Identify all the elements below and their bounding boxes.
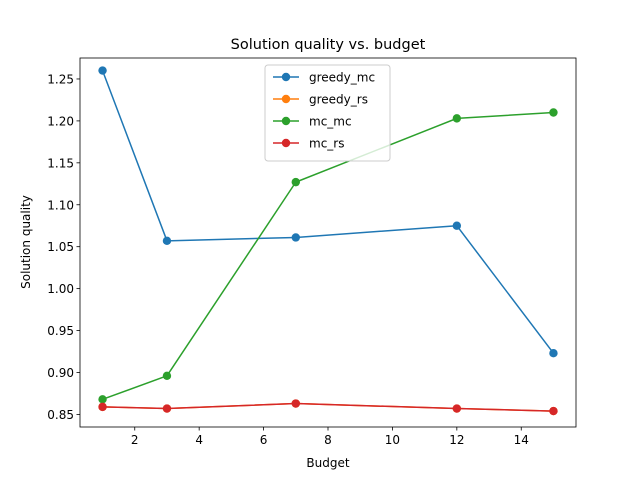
data-point-mc_mc [162,371,172,381]
axes-layer: 2 4 6 8 10 12 14 0.85 0.90 0.95 1.00 1.05 1.10 1.15 1.… [47,57,577,447]
y-tick-label: 0.90 [47,366,74,380]
y-tick-label: 1.00 [47,282,74,296]
y-tick-label: 0.95 [47,324,74,338]
series-layer [98,66,558,416]
x-tick-label: 14 [514,433,529,447]
data-point-greedy_mc [98,66,107,75]
legend-box [264,64,391,162]
data-point-mc_rs [549,406,558,416]
data-point-mc_mc [452,114,462,123]
data-point-mc_mc [291,177,300,187]
chart-title: Solution quality vs. budget [231,37,426,53]
y-tick-label: 1.05 [47,240,74,254]
legend-label: greedy_mc [309,71,375,85]
data-point-greedy_mc [452,221,462,230]
data-point-mc_mc [549,108,558,117]
x-tick-label: 4 [195,433,203,447]
data-point-mc_rs [162,404,172,413]
legend-item-greedy_mc: greedy_mc [273,71,375,85]
data-point-greedy_mc [549,349,558,358]
legend-marker [281,116,291,126]
data-point-mc_mc [98,395,107,404]
y-tick-label: 0.85 [47,408,74,422]
legend-item-mc_rs: mc_rs [273,137,344,151]
data-point-greedy_mc [162,236,172,246]
x-axis-label: Budget [306,456,349,470]
legend-marker [281,72,291,82]
x-tick-label: 8 [324,433,332,447]
legend: greedy_mc greedy_rs mc_mc mc_rs [264,64,391,162]
data-point-mc_rs [291,399,300,408]
series-mc_rs [98,399,558,416]
y-tick-label: 1.25 [47,72,74,86]
x-tick-label: 6 [260,433,268,447]
data-point-mc_rs [98,402,107,412]
legend-label: greedy_rs [309,93,368,107]
x-tick-label: 10 [385,433,400,447]
x-tick-label: 2 [131,433,139,447]
legend-item-greedy_rs: greedy_rs [273,93,368,107]
y-tick-label: 1.10 [47,198,74,212]
legend-marker [281,94,291,104]
y-tick-label: 1.15 [47,156,74,170]
legend-label: mc_rs [309,137,344,151]
data-point-mc_rs [452,404,462,413]
x-tick-label: 12 [449,433,464,447]
series-greedy_mc [98,66,558,358]
data-point-greedy_mc [291,233,300,242]
y-axis-label: Solution quality [19,195,33,289]
legend-label: mc_mc [309,115,352,129]
legend-item-mc_mc: mc_mc [273,115,352,129]
series-mc_mc [98,108,558,404]
y-tick-label: 1.20 [47,114,74,128]
legend-marker [281,138,291,148]
